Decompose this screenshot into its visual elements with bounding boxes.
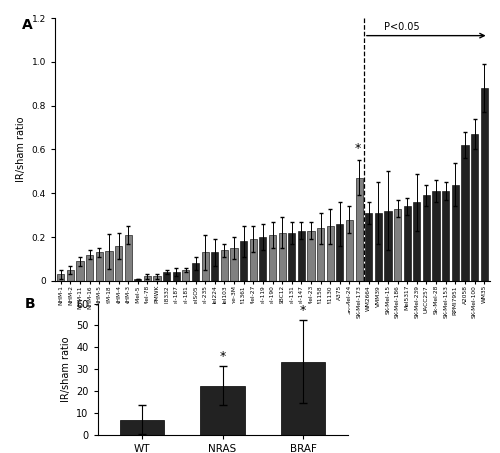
Bar (124, 235, 132, 281)
Bar (471, 134, 478, 281)
Bar (298, 231, 305, 281)
Bar (211, 252, 218, 281)
Bar (250, 239, 257, 281)
Bar (462, 145, 468, 281)
Bar (96, 252, 103, 281)
Y-axis label: IR/sham ratio: IR/sham ratio (60, 337, 70, 402)
Bar (375, 213, 382, 281)
Text: *: * (300, 304, 306, 317)
Bar (134, 279, 141, 281)
Bar (288, 233, 296, 281)
Bar (384, 211, 392, 281)
Text: P<0.05: P<0.05 (384, 22, 420, 32)
Bar (269, 235, 276, 281)
Bar (326, 226, 334, 281)
Text: *: * (220, 350, 226, 362)
Bar (404, 207, 411, 281)
Bar (76, 261, 84, 281)
Bar (356, 178, 362, 281)
Bar (240, 241, 247, 281)
Bar (154, 276, 160, 281)
Bar (182, 270, 190, 281)
Bar (106, 251, 112, 281)
Bar (230, 248, 237, 281)
Bar (115, 246, 122, 281)
Bar (281, 361, 326, 435)
Bar (86, 255, 94, 281)
Bar (423, 196, 430, 281)
Bar (57, 274, 64, 281)
X-axis label: Cell line: Cell line (252, 321, 294, 331)
Bar (192, 263, 199, 281)
Bar (163, 272, 170, 281)
Bar (336, 224, 344, 281)
Bar (413, 202, 420, 281)
Y-axis label: IR/sham ratio: IR/sham ratio (16, 117, 26, 182)
Bar (278, 233, 285, 281)
Bar (480, 88, 488, 281)
Text: *: * (355, 142, 362, 155)
Bar (308, 231, 314, 281)
Bar (260, 237, 266, 281)
Bar (346, 220, 353, 281)
Bar (221, 250, 228, 281)
Bar (365, 213, 372, 281)
Bar (172, 272, 180, 281)
Bar (202, 252, 208, 281)
Text: B: B (25, 297, 35, 311)
Bar (317, 228, 324, 281)
Bar (144, 276, 151, 281)
Bar (394, 208, 401, 281)
Bar (432, 191, 440, 281)
Bar (200, 386, 244, 435)
Bar (442, 191, 450, 281)
Bar (67, 270, 74, 281)
Text: A: A (22, 18, 33, 32)
Bar (120, 419, 164, 435)
Bar (452, 184, 459, 281)
